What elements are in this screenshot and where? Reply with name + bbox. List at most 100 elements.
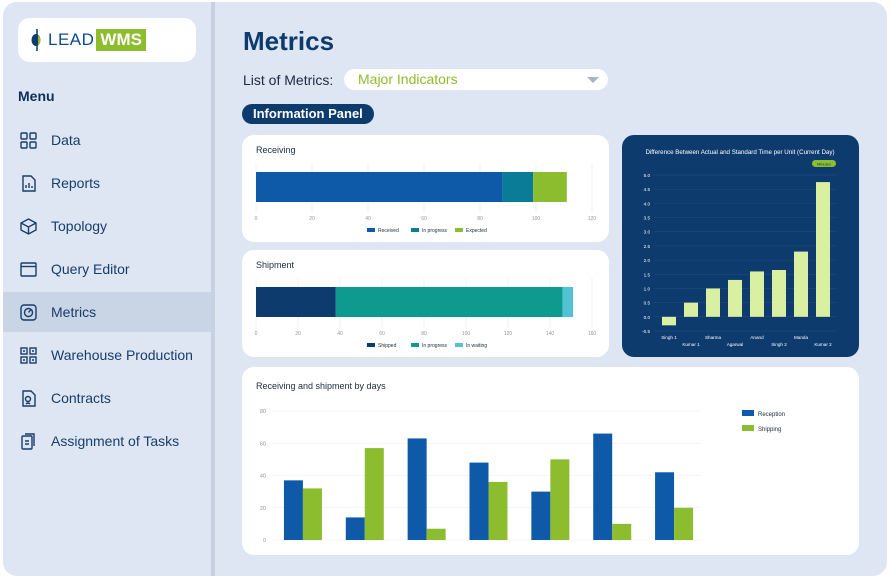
receiving-card: Receiving 0 20 40 60 80 100 120 Received In prog… — [242, 135, 609, 242]
shipment-bar-in-progress — [335, 287, 563, 317]
difference-category-label: Singh 1 — [661, 335, 677, 340]
receiving-xtick-label: 60 — [421, 216, 427, 222]
chevron-down-icon — [587, 77, 599, 83]
difference-ytick-label: 1.0 — [644, 286, 651, 291]
receiving-xtick-label: 80 — [477, 216, 483, 222]
difference-badge-label: Minutes — [817, 161, 831, 166]
receiving-xtick-label: 120 — [588, 216, 597, 222]
tasks-icon — [21, 432, 35, 450]
difference-bar — [816, 182, 830, 317]
shipment-legend-swatch — [367, 343, 375, 347]
difference-ytick-label: -0.5 — [642, 329, 650, 334]
sidebar-item-label: Contracts — [51, 390, 111, 406]
days-bar-reception — [655, 472, 675, 540]
receiving-chart: 0 20 40 60 80 100 120 Received In progress Expect… — [255, 163, 597, 234]
sidebar-item-assignment-of-tasks[interactable]: Assignment of Tasks — [3, 421, 211, 461]
days-bar-shipping — [302, 488, 322, 540]
days-bar-reception — [469, 462, 489, 540]
sidebar-item-label: Query Editor — [51, 261, 130, 277]
sidebar-item-data[interactable]: Data — [3, 120, 211, 160]
sidebar-item-label: Metrics — [51, 304, 97, 320]
days-bar-shipping — [674, 507, 694, 540]
sidebar-item-warehouse-production[interactable]: Warehouse Production — [3, 335, 211, 375]
shipment-xtick-label: 160 — [588, 331, 597, 337]
days-bar-reception — [593, 433, 613, 540]
receiving-legend-swatch — [455, 228, 463, 232]
difference-category-label: Manda — [794, 335, 808, 340]
shipment-legend-swatch — [455, 343, 463, 347]
days-card: Receiving and shipment by days 80 60 40 20 0… — [242, 367, 859, 555]
menu-title: Menu — [18, 88, 55, 104]
days-bar-shipping — [364, 448, 384, 540]
difference-ytick-label: 3.0 — [644, 230, 651, 235]
sidebar-item-contracts[interactable]: Contracts — [3, 378, 211, 418]
difference-category-label: Sharma — [705, 335, 722, 340]
sidebar-item-query-editor[interactable]: Query Editor — [3, 249, 211, 289]
shipment-bar-shipped — [256, 287, 336, 317]
receiving-title: Receiving — [256, 145, 296, 155]
sidebar-item-topology[interactable]: Topology — [3, 206, 211, 246]
shipment-card: Shipment 0 20 40 60 80 100 120 140 160 Shipped In … — [242, 250, 609, 357]
metrics-select-value: Major Indicators — [358, 71, 458, 87]
receiving-legend-label: Expected — [466, 228, 487, 234]
receiving-legend-swatch — [367, 228, 375, 232]
information-panel-tab[interactable]: Information Panel — [242, 104, 374, 124]
warehouse-icon — [20, 346, 37, 364]
difference-ytick-label: 0.5 — [644, 301, 651, 306]
shipment-xtick-label: 60 — [379, 331, 385, 337]
logo[interactable]: LEAD WMS — [18, 18, 196, 62]
days-ytick-label: 60 — [260, 441, 266, 447]
shipment-xtick-label: 80 — [421, 331, 427, 337]
sidebar-item-reports[interactable]: Reports — [3, 163, 211, 203]
sidebar: LEAD WMS Menu Data Reports Topology Query E… — [3, 2, 211, 576]
difference-category-label: Singh 2 — [771, 342, 787, 347]
days-ytick-label: 40 — [260, 474, 266, 480]
shipment-xtick-label: 20 — [295, 331, 301, 337]
app-frame: LEAD WMS Menu Data Reports Topology Query E… — [3, 2, 887, 576]
page-title: Metrics — [243, 26, 335, 56]
contract-icon — [22, 389, 36, 407]
days-ytick-label: 20 — [260, 506, 266, 512]
shipment-bar-in-waiting — [562, 287, 574, 317]
difference-badge — [812, 160, 836, 167]
receiving-xtick-label: 0 — [255, 216, 258, 222]
difference-bar — [772, 270, 786, 317]
difference-ytick-label: 3.5 — [644, 216, 651, 221]
difference-ytick-label: 4.5 — [644, 187, 651, 192]
difference-bar — [728, 279, 742, 317]
report-icon — [22, 174, 36, 192]
difference-category-label: Anand — [750, 335, 764, 340]
days-bar-shipping — [426, 528, 446, 540]
days-legend-swatch — [742, 410, 754, 416]
difference-bar — [662, 316, 676, 326]
receiving-bar-received — [256, 172, 503, 202]
days-ytick-label: 0 — [263, 538, 266, 544]
logo-wms-text: WMS — [96, 29, 146, 51]
sidebar-item-metrics[interactable]: Metrics — [3, 292, 211, 332]
gauge-icon — [20, 303, 37, 321]
difference-ytick-label: 2.5 — [644, 244, 651, 249]
difference-bar — [684, 302, 698, 317]
difference-ytick-label: 4.0 — [644, 201, 651, 206]
receiving-legend-label: In progress — [422, 228, 448, 234]
logo-mark-icon — [31, 29, 41, 51]
days-bar-reception — [345, 517, 365, 540]
shipment-legend-label: In progress — [422, 343, 448, 349]
metrics-select[interactable]: Major Indicators — [344, 69, 608, 90]
receiving-xtick-label: 40 — [365, 216, 371, 222]
sidebar-divider — [211, 2, 215, 576]
difference-title: Difference Between Actual and Standard T… — [645, 149, 834, 156]
shipment-legend-label: Shipped — [378, 343, 397, 349]
days-legend-label: Shipping — [758, 427, 781, 433]
days-bar-reception — [531, 491, 551, 540]
difference-bar — [750, 271, 764, 317]
grid-icon — [20, 131, 37, 149]
shipment-xtick-label: 40 — [337, 331, 343, 337]
shipment-chart: 0 20 40 60 80 100 120 140 160 Shipped In progress I… — [255, 278, 597, 349]
sidebar-item-label: Reports — [51, 175, 101, 191]
days-ytick-label: 80 — [260, 409, 266, 415]
difference-category-label: Agarwal — [727, 342, 744, 347]
receiving-xtick-label: 100 — [532, 216, 541, 222]
difference-bar — [794, 251, 808, 317]
difference-card: Difference Between Actual and Standard T… — [622, 135, 859, 357]
